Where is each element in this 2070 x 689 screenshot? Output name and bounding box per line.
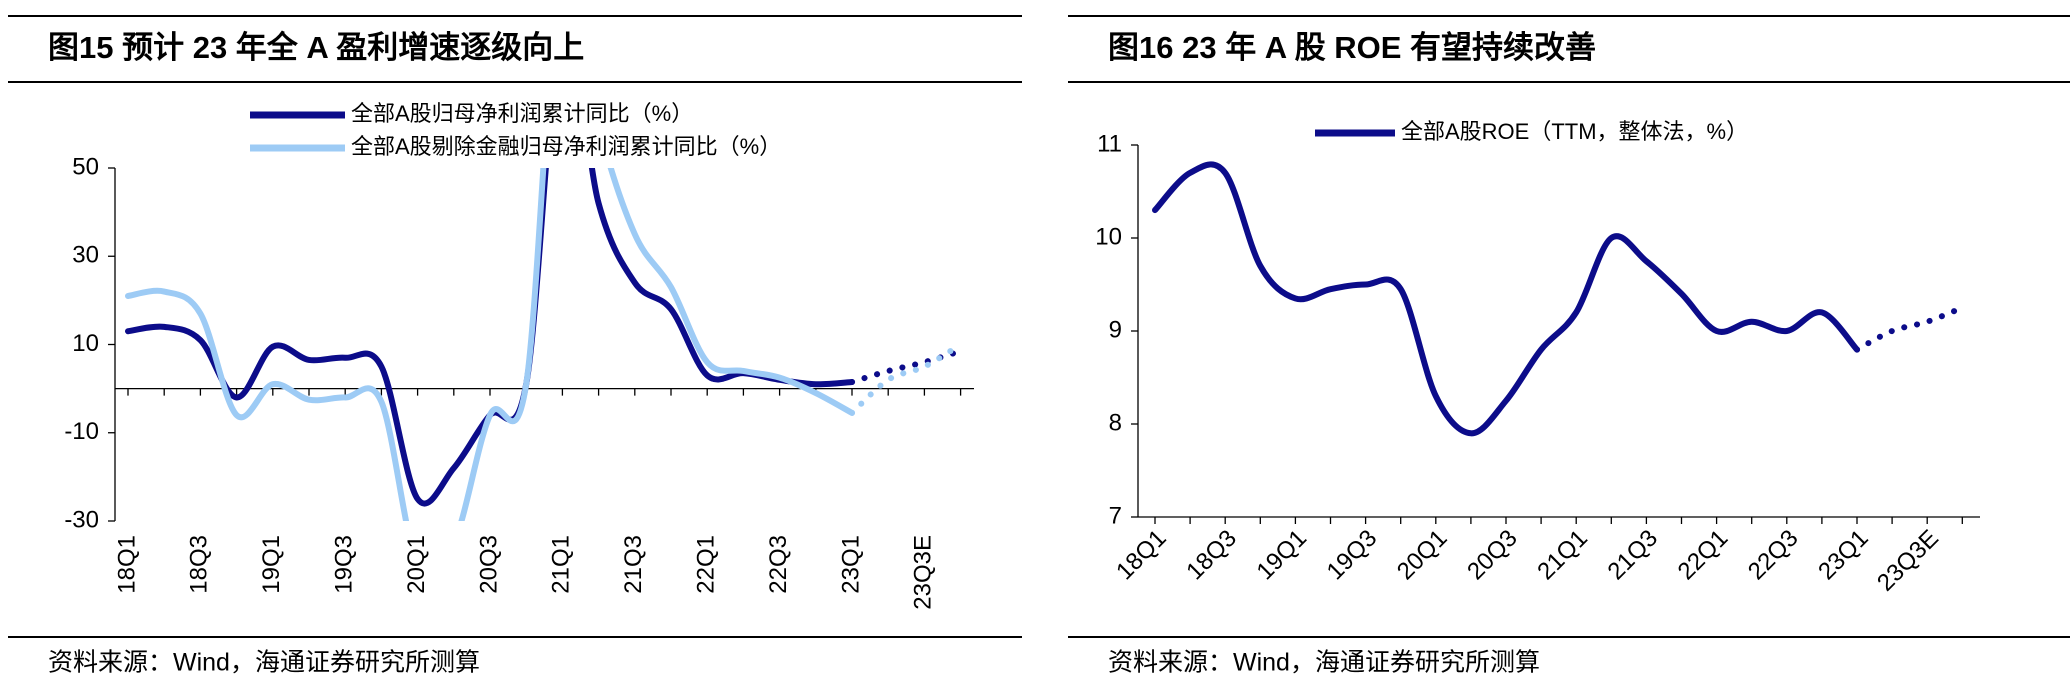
source: 资料来源：Wind，海通证券研究所测算 [48,649,480,677]
chart-title: 图16 23 年 A 股 ROE 有望持续改善 [1108,30,1596,65]
x-tick-label: 22Q3 [1743,525,1804,586]
y-tick-label: 30 [72,242,99,269]
y-tick-label: 10 [72,330,99,357]
x-tick-label: 18Q3 [1181,525,1242,586]
forecast-line [849,348,964,386]
x-tick-label: 20Q3 [475,535,502,594]
x-tick-label: 20Q3 [1462,525,1523,586]
x-tick-label: 21Q1 [548,535,575,594]
y-tick-label: 7 [1109,502,1122,529]
legend-label: 全部A股ROE（TTM，整体法，%） [1401,119,1748,144]
x-tick-label: 20Q1 [403,535,430,594]
series-line [125,168,855,521]
plot [125,168,964,521]
x-tick-label: 23Q3E [910,535,937,610]
x-tick-label: 22Q1 [1673,525,1734,586]
series-line [125,168,855,507]
x-tick-label: 20Q1 [1392,525,1453,586]
x-tick-label: 23Q1 [1813,525,1874,586]
x-tick-label: 22Q3 [765,535,792,594]
x-tick-label: 19Q3 [1322,525,1383,586]
legend-label: 全部A股剔除金融归母净利润累计同比（%） [351,134,781,159]
series-line [1152,161,1860,437]
y-tick-label: 10 [1095,223,1122,250]
y-tick-label: 50 [72,153,99,180]
x-tick-label: 18Q3 [186,535,213,594]
x-tick-label: 21Q3 [620,535,647,594]
x-tick-label: 21Q3 [1603,525,1664,586]
forecast-line [1854,304,1966,353]
y-tick-label: -10 [64,418,99,445]
x-tick-label: 22Q1 [693,535,720,594]
y-tick-label: 11 [1097,130,1122,157]
x-tick-label: 23Q1 [837,535,864,594]
y-tick-label: -30 [64,506,99,533]
legend-label: 全部A股归母净利润累计同比（%） [351,101,693,126]
x-tick-label: 18Q1 [1111,525,1172,586]
x-tick-label: 19Q1 [258,535,285,594]
forecast-line [849,341,964,416]
x-tick-label: 19Q1 [1252,525,1313,586]
x-tick-label: 21Q1 [1532,525,1593,586]
y-tick-label: 9 [1109,316,1122,343]
x-tick-label: 19Q3 [331,535,358,594]
source: 资料来源：Wind，海通证券研究所测算 [1108,649,1540,677]
plot [1152,161,1966,437]
x-tick-label: 23Q3E [1872,525,1944,597]
y-tick-label: 8 [1109,409,1122,436]
x-tick-label: 18Q1 [113,535,140,594]
chart-title: 图15 预计 23 年全 A 盈利增速逐级向上 [48,30,584,65]
